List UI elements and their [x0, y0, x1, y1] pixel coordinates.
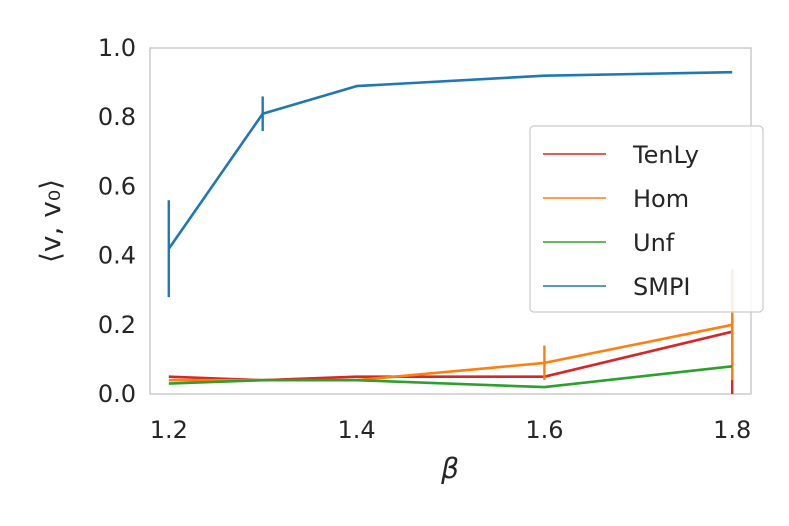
legend-items: TenLy Hom Unf SMPI	[543, 141, 699, 301]
x-tick-label: 1.8	[713, 416, 751, 444]
x-tick-label: 1.4	[338, 416, 376, 444]
legend-label: SMPI	[633, 273, 691, 301]
x-tick-label: 1.2	[150, 416, 188, 444]
legend-label: TenLy	[632, 141, 699, 169]
y-tick-label: 1.0	[98, 34, 136, 62]
y-tick-label: 0.0	[98, 380, 136, 408]
y-axis-label: ⟨v, v₀⟩	[34, 179, 67, 263]
legend-label: Unf	[633, 229, 675, 257]
tick-labels: 1.2 1.4 1.6 1.8 0.0 0.2 0.4 0.6 0.8 1.0	[98, 34, 751, 444]
legend-box	[529, 125, 764, 313]
y-tick-label: 0.8	[98, 103, 136, 131]
legend-label: Hom	[633, 185, 689, 213]
y-tick-label: 0.2	[98, 311, 136, 339]
x-axis-label: β	[440, 452, 459, 485]
legend: TenLy Hom Unf SMPI	[529, 125, 764, 313]
series-lines	[167, 70, 734, 394]
series-line-smpi	[167, 70, 733, 250]
y-tick-label: 0.4	[98, 242, 136, 270]
x-tick-label: 1.6	[525, 416, 563, 444]
y-tick-label: 0.6	[98, 172, 136, 200]
series-line-unf	[168, 365, 733, 389]
